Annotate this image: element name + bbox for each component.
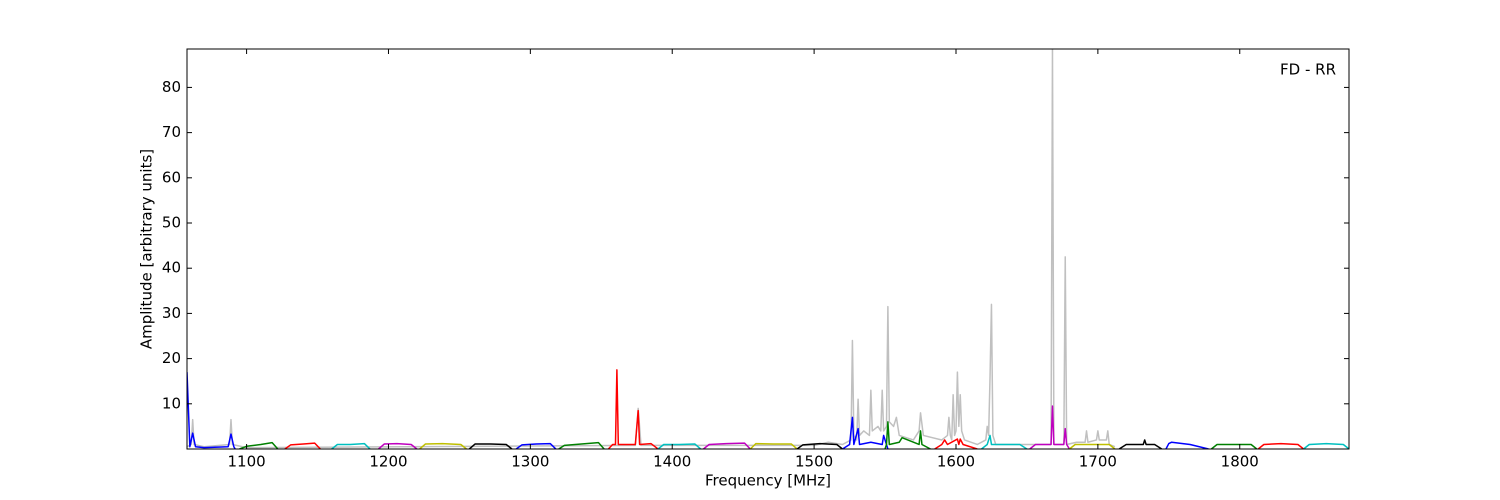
series-line [934,438,978,449]
series-line [702,442,751,449]
y-tick-label: 80 [162,78,181,96]
y-tick-label: 30 [162,304,181,322]
y-tick-label: 20 [162,349,181,367]
series-line [239,441,279,449]
y-tick-label: 70 [162,123,181,141]
y-tick-label: 60 [162,168,181,186]
x-tick-label: 1400 [653,453,691,471]
series-line [749,442,798,449]
plot-area [187,49,1349,449]
series-line [284,442,321,449]
series-line [378,442,418,449]
series-line [1165,441,1209,449]
series-line [884,421,931,449]
axes-frame [186,48,1350,450]
series-line [515,442,557,449]
series-line [419,442,467,449]
x-tick-label: 1100 [227,453,265,471]
series-line [1069,443,1116,449]
series-line [796,442,843,449]
x-tick-label: 1300 [511,453,549,471]
x-tick-label: 1500 [795,453,833,471]
series-line [1257,442,1305,449]
series-line [468,443,513,449]
series-line [607,369,659,449]
y-tick-label: 40 [162,259,181,277]
series-line [187,49,1116,449]
x-tick-label: 1600 [937,453,975,471]
series-line [1303,442,1349,449]
series-line [1029,405,1071,449]
x-axis-label: Frequency [MHz] [705,472,831,490]
annotation: FD - RR [1280,61,1336,79]
x-tick-label: 1700 [1079,453,1117,471]
y-tick-label: 10 [162,394,181,412]
series-line [842,416,889,449]
series-line [1210,443,1258,449]
series-line [981,434,1028,449]
x-tick-label: 1800 [1221,453,1259,471]
series-line [187,372,236,449]
x-tick-label: 1200 [369,453,407,471]
series-line [558,441,605,449]
series-line [331,442,371,449]
series-line [1118,439,1163,449]
y-axis-label: Amplitude [arbitrary units] [138,149,156,349]
y-tick-label: 50 [162,214,181,232]
series-line [657,443,702,449]
